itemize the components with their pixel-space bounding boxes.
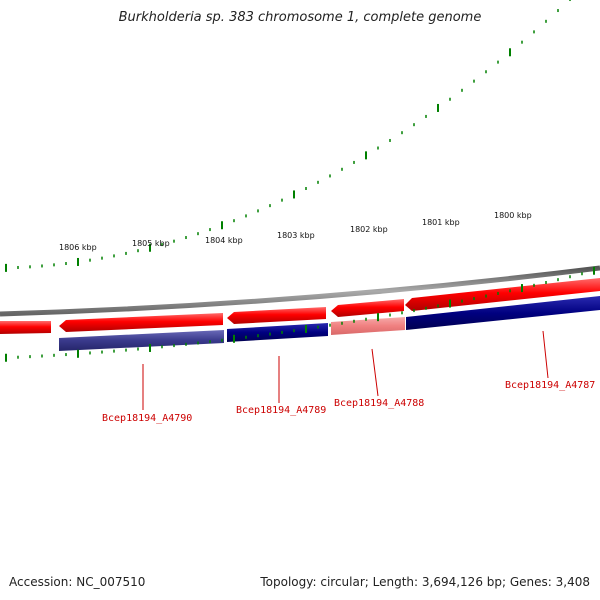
gene-arrow-f4 <box>331 299 404 317</box>
scale-label-1800: 1800 kbp <box>494 211 532 220</box>
scale-label-1804: 1804 kbp <box>205 236 243 245</box>
scale-label-1806: 1806 kbp <box>59 243 97 252</box>
gene-labels: Bcep18194_A4790 Bcep18194_A4789 Bcep1819… <box>102 380 595 424</box>
accession-info: Accession: NC_007510 <box>9 575 146 589</box>
gene-arrow-f5 <box>405 278 600 311</box>
scale-label-1803: 1803 kbp <box>277 231 315 240</box>
gene-arrow-f3 <box>227 307 326 324</box>
forward-strand-genes <box>0 278 600 334</box>
map-title: Burkholderia sp. 383 chromosome 1, compl… <box>118 10 482 25</box>
gene-label-a4787[interactable]: Bcep18194_A4787 <box>505 380 595 391</box>
inner-scale-ticks <box>5 266 595 362</box>
gene-label-a4789[interactable]: Bcep18194_A4789 <box>236 405 326 416</box>
scale-labels: 1806 kbp 1805 kbp 1804 kbp 1803 kbp 1802… <box>59 211 532 252</box>
gene-block-r1 <box>59 330 224 351</box>
gene-block-r4 <box>406 296 600 330</box>
outer-scale-ticks <box>5 0 571 272</box>
gene-block-r3 <box>331 317 405 335</box>
leader-line-a4788 <box>371 348 379 397</box>
backbone-arc <box>0 265 600 317</box>
gene-label-a4788[interactable]: Bcep18194_A4788 <box>334 398 424 409</box>
gene-block-r2 <box>227 323 328 342</box>
scale-label-1805: 1805 kbp <box>132 239 170 248</box>
gene-label-a4790[interactable]: Bcep18194_A4790 <box>102 413 192 424</box>
gene-arrow-f1 <box>0 321 51 334</box>
reverse-strand-genes <box>59 296 600 351</box>
scale-label-1801: 1801 kbp <box>422 218 460 227</box>
gene-arrow-f2 <box>59 313 223 332</box>
leader-line-a4787 <box>542 330 549 379</box>
scale-label-1802: 1802 kbp <box>350 225 388 234</box>
topology-info: Topology: circular; Length: 3,694,126 bp… <box>260 575 590 589</box>
gene-leader-lines <box>142 330 549 410</box>
